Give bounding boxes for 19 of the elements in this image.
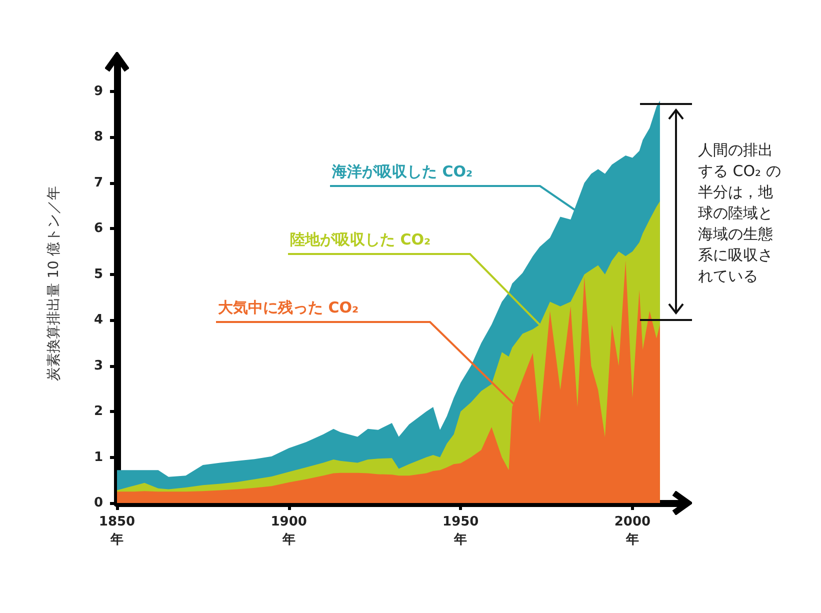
y-tick-label: 5 [94, 266, 103, 282]
text: 陸地が吸収した CO₂ [290, 230, 431, 248]
y-tick-label: 6 [94, 221, 103, 236]
x-tick-label: 1900 年 [270, 514, 307, 548]
y-tick-label: 2 [94, 404, 103, 420]
y-tick-label: 4 [94, 312, 103, 328]
x-tick-label: 1850 年 [98, 514, 136, 548]
text: 人間の排出する CO₂ の半分は，地球の陸域と海域の生態系に吸収されている [698, 140, 782, 287]
y-tick-label: 9 [94, 84, 103, 99]
y-tick-label: 3 [94, 358, 103, 374]
x-tick-label: 2000 年 [614, 514, 651, 548]
y-tick-label: 1 [94, 450, 103, 465]
y-axis-title: 炭素換算排出量 10 億トン／年 [46, 186, 62, 381]
text: 大気中に残った CO₂ [218, 298, 359, 316]
y-tick-label: 7 [94, 175, 103, 190]
y-tick-label: 8 [94, 130, 103, 145]
y-tick-label: 0 [94, 496, 103, 510]
text: 海洋が吸収した CO₂ [331, 162, 473, 180]
x-tick-label: 1950 年 [442, 514, 479, 548]
